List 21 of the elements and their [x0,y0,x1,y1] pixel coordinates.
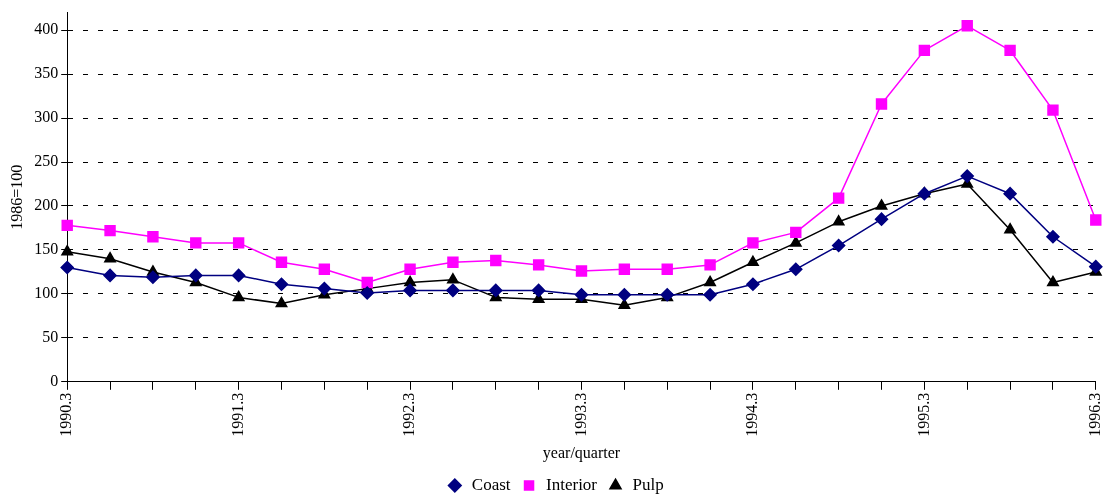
x-tick-label: 1991.3 [228,392,246,437]
legend-label: Pulp [632,474,664,494]
y-tick-label: 350 [34,64,59,82]
x-tick-label: 1993.3 [571,392,589,437]
y-tick-label: 300 [34,108,59,126]
x-axis-title: year/quarter [542,443,621,462]
x-tick-label: 1992.3 [400,392,418,437]
y-tick-label: 200 [34,196,59,214]
legend-label: Interior [546,474,598,494]
y-tick-label: 100 [34,284,59,302]
y-tick-label: 400 [34,20,59,38]
legend-label: Coast [471,474,511,494]
y-tick-label: 0 [50,372,59,389]
x-tick-label: 1994.3 [743,392,761,437]
y-axis-title: 1986=100 [7,164,25,230]
y-tick-label: 250 [34,152,59,170]
x-tick-label: 1990.3 [57,392,75,437]
y-tick-label: 150 [34,240,59,258]
y-tick-label: 50 [42,328,59,346]
x-tick-label: 1995.3 [914,392,932,437]
x-tick-label: 1996.3 [1086,392,1103,437]
